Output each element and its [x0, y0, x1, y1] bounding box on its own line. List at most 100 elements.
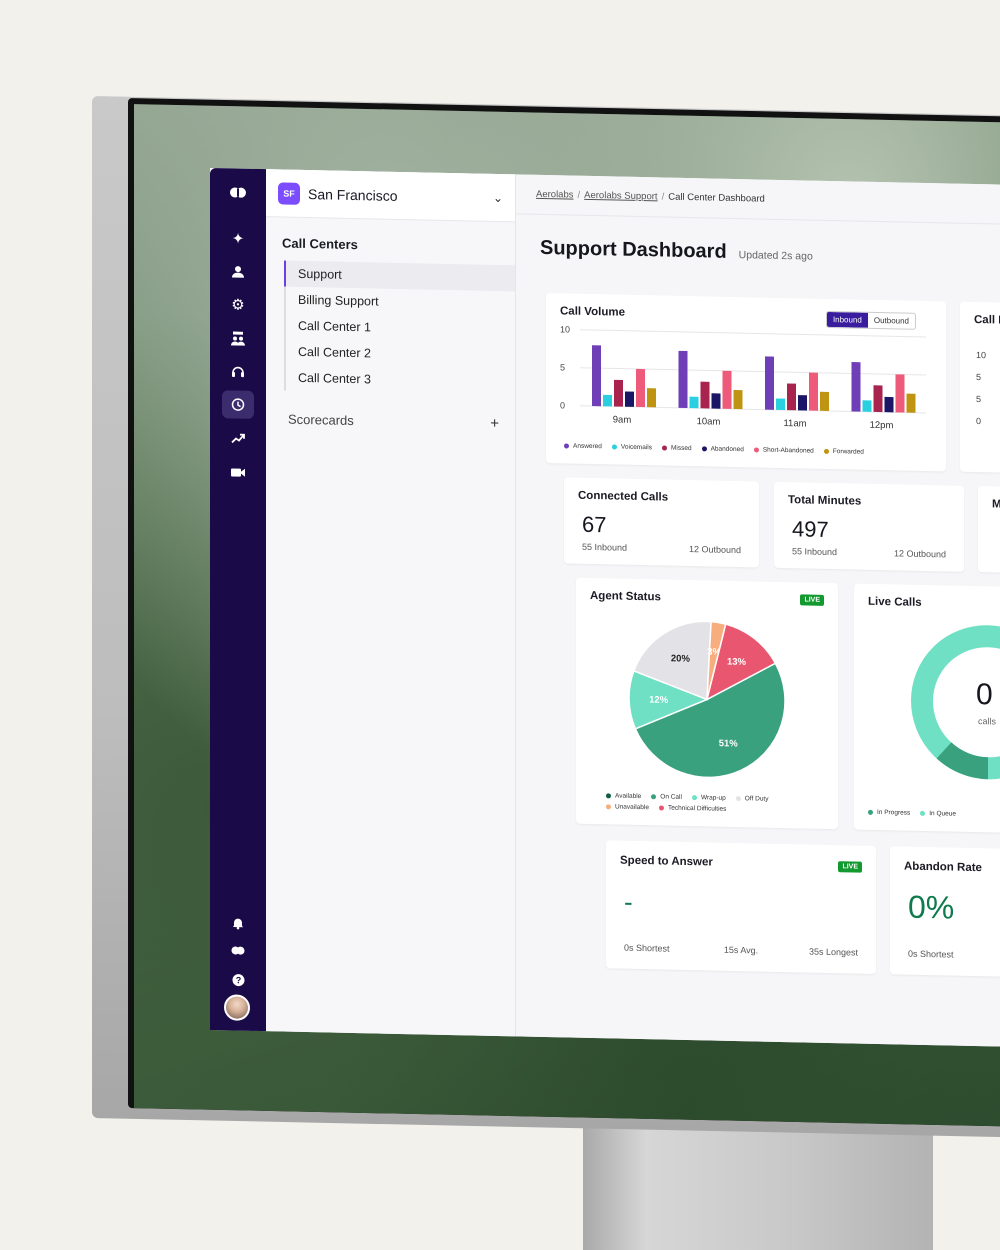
- legend-label: In Progress: [877, 808, 911, 817]
- legend-label: Technical Difficulties: [667, 804, 727, 813]
- bar: [776, 398, 785, 411]
- legend-label: In Queue: [929, 810, 956, 818]
- third-stat-card: M: [978, 486, 1000, 574]
- page-title: Support Dashboard: [540, 236, 727, 263]
- location-name: San Francisco: [308, 185, 398, 204]
- bar: [711, 393, 721, 409]
- inbound-count: 55 Inbound: [792, 546, 838, 558]
- bell-icon[interactable]: [222, 908, 254, 937]
- breadcrumb-separator: /: [661, 191, 665, 203]
- legend-dot: [735, 796, 741, 802]
- speed-to-answer-breakdown: 0s Shortest 15s Avg. 35s Longest: [624, 943, 858, 958]
- call-duration-ticks: 10 5 5 0: [976, 344, 986, 432]
- bar: [733, 389, 743, 410]
- legend-item: Technical Difficulties: [658, 804, 727, 813]
- live-calls-unit: calls: [978, 716, 997, 727]
- legend-dot: [868, 809, 873, 815]
- help-icon[interactable]: ?: [222, 965, 254, 994]
- team-icon[interactable]: [222, 324, 254, 353]
- tab-outbound[interactable]: Outbound: [873, 315, 909, 326]
- tick-label: 5: [976, 372, 982, 383]
- y-tick-label: 10: [560, 324, 570, 334]
- bar: [647, 388, 656, 408]
- y-tick-label: 0: [560, 400, 565, 410]
- legend-item: Wrap-up: [691, 794, 726, 802]
- live-calls-title: Live Calls: [868, 595, 922, 609]
- x-tick-label: 9am: [613, 414, 632, 425]
- average-time: 15s Avg.: [723, 944, 759, 956]
- bar: [678, 350, 688, 409]
- bar: [625, 391, 634, 407]
- pie-label: 3%: [707, 647, 721, 658]
- breadcrumb-link-aerolabs-support[interactable]: Aerolabs Support: [584, 189, 658, 203]
- chevron-down-icon[interactable]: ⌄: [492, 190, 503, 205]
- breadcrumb-current: Call Center Dashboard: [668, 191, 765, 205]
- legend-dot: [658, 805, 664, 811]
- gear-icon[interactable]: ⚙: [231, 296, 245, 314]
- location-selector[interactable]: SF San Francisco ⌄: [266, 169, 515, 223]
- call-center-list: Support Billing Support Call Center 1 Ca…: [266, 260, 515, 396]
- user-avatar[interactable]: [224, 994, 250, 1021]
- history-icon[interactable]: [222, 390, 254, 419]
- speed-to-answer-title: Speed to Answer: [620, 854, 713, 869]
- legend-label: Available: [615, 792, 642, 801]
- add-scorecard-button[interactable]: +: [490, 414, 499, 433]
- total-minutes-breakdown: 55 Inbound 12 Outbound: [792, 546, 946, 559]
- shortest-time: 0s Shortest: [624, 942, 670, 954]
- legend-item: On Call: [651, 793, 682, 801]
- tick-label: 10: [976, 350, 987, 361]
- bar: [689, 396, 699, 409]
- legend-label: On Call: [660, 793, 682, 801]
- video-gear-icon[interactable]: [222, 458, 254, 487]
- scorecards-row[interactable]: Scorecards +: [266, 390, 515, 432]
- bar: [592, 345, 601, 407]
- total-minutes-title: Total Minutes: [788, 494, 862, 508]
- legend-label: Voicemails: [620, 443, 652, 452]
- legend-dot: [823, 448, 829, 454]
- longest-time: 35s Longest: [808, 946, 858, 958]
- legend-item: Voicemails: [611, 443, 652, 452]
- breadcrumb-link-aerolabs[interactable]: Aerolabs: [536, 188, 574, 201]
- legend-item: Missed: [661, 444, 692, 452]
- live-calls-donut: [911, 625, 1000, 780]
- legend-dot: [564, 443, 569, 449]
- legend-label: Off Duty: [744, 795, 769, 803]
- bar: [895, 374, 905, 413]
- legend-item: Off Duty: [735, 795, 769, 803]
- bar: [700, 381, 710, 409]
- bar: [787, 383, 796, 411]
- call-duration-title: Call D: [974, 314, 1000, 327]
- sparkle-icon[interactable]: ✦: [231, 230, 245, 248]
- bar: [862, 400, 872, 412]
- connected-calls-title: Connected Calls: [578, 489, 669, 504]
- legend-label: Answered: [573, 442, 602, 451]
- abandon-rate-card: Abandon Rate 0% 0s Shortest: [890, 846, 1000, 978]
- call-volume-card: Call Volume Inbound Outbound 10 5 0 9am 10am…: [546, 293, 946, 472]
- legend-dot: [691, 795, 697, 801]
- legend-dot: [920, 810, 926, 816]
- outbound-count: 12 Outbound: [893, 548, 946, 560]
- live-calls-value: 0: [976, 678, 993, 712]
- pie-slice: [705, 623, 777, 701]
- legend-dot: [661, 445, 667, 451]
- direction-toggle: Inbound Outbound: [825, 310, 916, 330]
- connected-calls-card: Connected Calls 67 55 Inbound 12 Outboun…: [564, 477, 759, 568]
- main-content: Aerolabs / Aerolabs Support / Call Cente…: [516, 174, 1000, 1048]
- logo-icon[interactable]: [222, 178, 254, 207]
- tab-inbound[interactable]: Inbound: [826, 311, 868, 328]
- legend-label: Abandoned: [710, 445, 744, 454]
- legend-item: In Queue: [920, 810, 956, 818]
- person-icon[interactable]: [222, 257, 254, 286]
- pie-label: 20%: [671, 653, 691, 664]
- legend-label: Forwarded: [832, 448, 864, 456]
- updated-timestamp: Updated 2s ago: [738, 249, 813, 263]
- bar: [851, 362, 861, 412]
- legend-dot: [611, 444, 617, 450]
- trend-icon[interactable]: [222, 424, 254, 453]
- inbound-count: 55 Inbound: [582, 541, 628, 553]
- brand-icon[interactable]: [222, 936, 254, 965]
- total-minutes-value: 497: [792, 516, 829, 542]
- speed-to-answer-value: -: [624, 886, 633, 917]
- headset-icon[interactable]: [222, 357, 254, 386]
- live-badge: LIVE: [800, 594, 824, 606]
